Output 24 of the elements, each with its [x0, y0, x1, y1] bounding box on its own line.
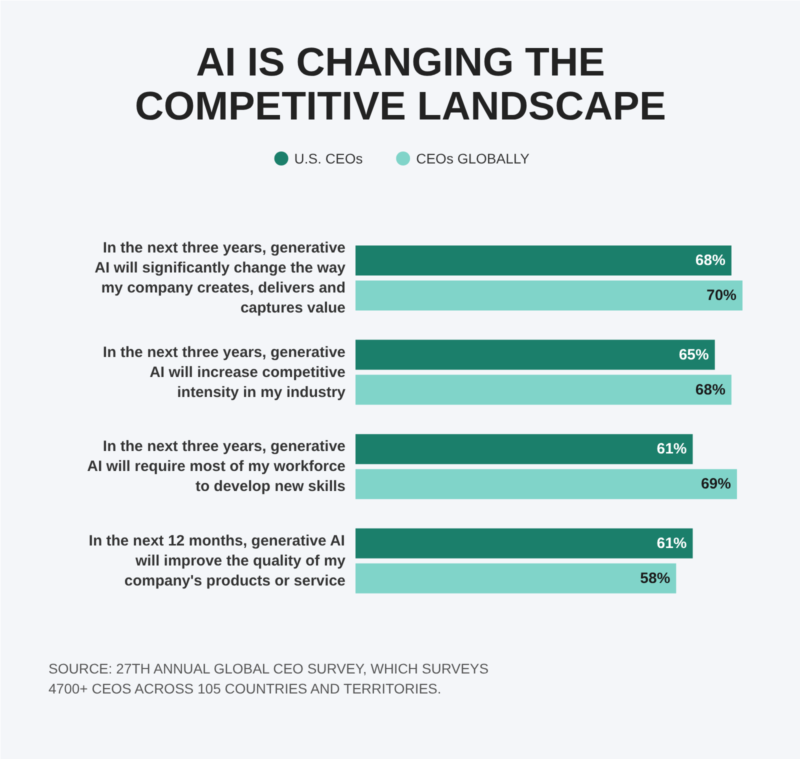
y-tick-label: In the next three years, generative AI will increase competitive intensity in my industry [102, 344, 346, 401]
y-tick-label: In the next 12 months, generative AI will improve the quality of my company's products or service [88, 532, 346, 590]
data-label: 69% [700, 476, 731, 493]
data-label: 58% [640, 570, 670, 587]
data-label: 65% [678, 346, 709, 364]
bar [356, 280, 742, 310]
bar [356, 528, 693, 558]
data-label: 68% [695, 252, 726, 269]
data-label: 70% [706, 287, 737, 304]
data-label: 68% [695, 381, 726, 398]
data-label: 61% [656, 440, 687, 458]
source-note: SOURCE: 27TH ANNUAL GLOBAL CEO SURVEY, WHICH SURVEYS 4700+ CEOS ACROSS 105 COUNTRIES AND TERRITORIES. [48, 660, 489, 696]
chart-title: AI IS CHANGING THE COMPETITIVE LANDSCAPE [134, 40, 666, 128]
y-tick-label: In the next three years, generative AI will significantly change the way my company creates, delivers and captures value [94, 240, 346, 316]
bar [356, 246, 732, 276]
bar [356, 469, 737, 500]
bar [356, 563, 676, 594]
legend-label: U.S. CEOs [294, 150, 363, 166]
legend-label: CEOs GLOBALLY [416, 150, 530, 166]
bar [356, 434, 693, 464]
data-label: 61% [656, 534, 687, 552]
y-tick-label: In the next three years, generative AI will require most of my workforce to develop new skills [87, 438, 346, 496]
bar [356, 374, 732, 405]
bar [356, 340, 715, 370]
